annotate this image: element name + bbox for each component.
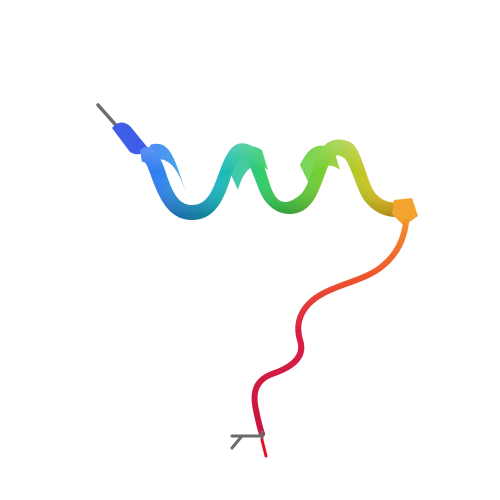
oxygen-bond-2	[260, 438, 268, 458]
n-terminal-cap	[112, 122, 148, 155]
helix-end-cap	[392, 198, 418, 226]
c-terminus	[230, 430, 268, 458]
alpha-helix	[140, 139, 412, 220]
oxygen-bond-1	[230, 434, 244, 450]
n-terminus	[96, 103, 148, 155]
helix-ribbon-shading	[140, 139, 412, 220]
random-coil-tail	[251, 219, 409, 437]
